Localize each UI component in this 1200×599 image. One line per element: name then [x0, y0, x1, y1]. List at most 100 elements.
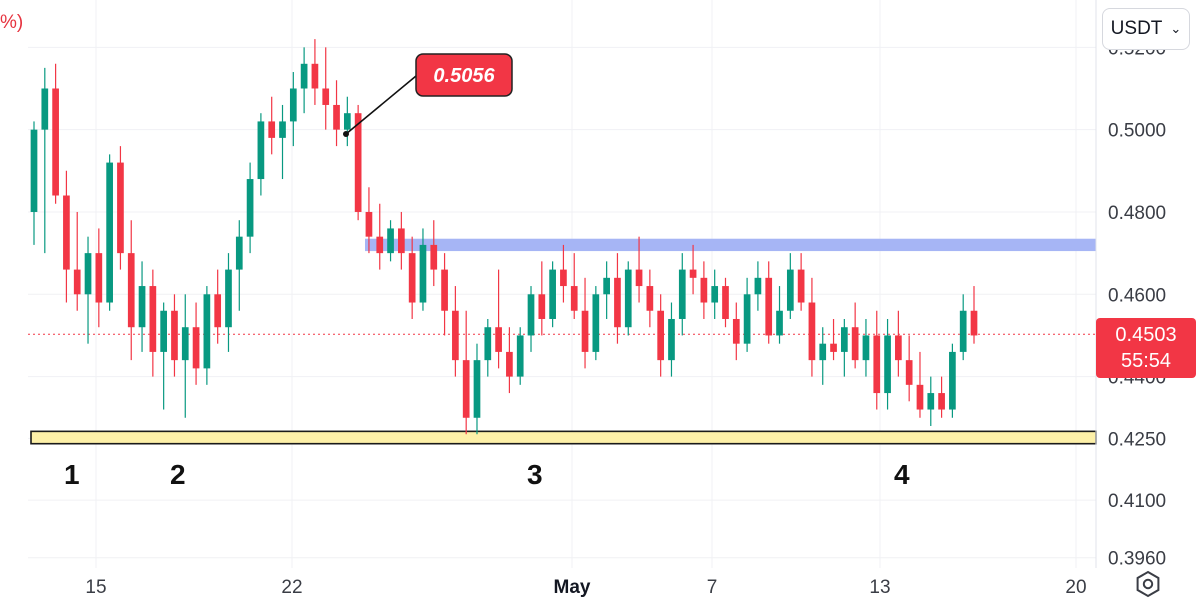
candle: [970, 286, 978, 344]
candle: [462, 310, 470, 435]
candle-body: [235, 236, 243, 270]
candle: [603, 261, 610, 319]
currency-selector[interactable]: USDT ⌄: [1102, 8, 1190, 50]
candle: [938, 376, 945, 418]
candle: [614, 253, 621, 344]
candle-body: [300, 63, 308, 89]
current-price-tag: 0.4503 55:54: [1096, 318, 1196, 378]
candle-body: [171, 310, 178, 361]
candle-body: [927, 393, 935, 410]
candle-body: [354, 113, 362, 212]
price-tick-label: 0.5000: [1108, 121, 1166, 142]
settings-icon[interactable]: [1134, 570, 1162, 598]
time-axis: 15 22 May 7 13 20: [85, 577, 1086, 598]
candle: [430, 220, 438, 287]
candle: [246, 162, 254, 254]
candle: [149, 269, 157, 377]
price-tick-label: 0.4250: [1108, 429, 1166, 450]
candle: [927, 376, 935, 426]
candle: [419, 228, 427, 311]
candle-body: [851, 327, 859, 361]
candle-body: [776, 310, 783, 336]
candle-body: [289, 88, 297, 122]
candle-body: [689, 269, 697, 278]
candle: [873, 310, 881, 410]
price-axis: 0.52000.50000.48000.46000.44000.42500.41…: [1108, 38, 1166, 569]
candle: [765, 261, 773, 344]
candle: [333, 80, 340, 147]
candle: [106, 154, 113, 311]
candle-body: [949, 351, 956, 410]
candle: [343, 96, 351, 147]
candle: [743, 277, 751, 352]
candle: [365, 187, 373, 254]
candle-body: [560, 269, 567, 287]
current-price-label: 0.4503: [1115, 324, 1176, 346]
candle-body: [624, 269, 632, 328]
callout-anchor-dot: [343, 131, 349, 137]
candle: [905, 335, 913, 402]
candle-body: [570, 286, 578, 311]
candle-body: [73, 269, 81, 295]
candle: [840, 318, 848, 377]
candle-body: [376, 236, 384, 254]
candle: [884, 318, 891, 410]
candle: [408, 236, 416, 319]
candle: [830, 318, 837, 361]
candle-body: [149, 286, 157, 352]
candle: [646, 269, 654, 328]
price-callout[interactable]: 0.5056: [343, 53, 513, 137]
candle: [754, 261, 762, 311]
candle-body: [225, 269, 232, 328]
candle: [160, 302, 168, 410]
candle: [689, 244, 697, 295]
marker-1: 1: [64, 459, 80, 490]
candle: [473, 343, 481, 435]
candle-body: [398, 228, 405, 254]
candle: [203, 286, 211, 385]
time-tick-label: 7: [707, 577, 718, 598]
candle-body: [592, 294, 600, 352]
candle: [63, 170, 70, 303]
price-tick-label: 0.4100: [1108, 491, 1166, 512]
candle-body: [657, 310, 665, 361]
candle-body: [441, 269, 448, 311]
candle-timer: 55:54: [1121, 350, 1171, 372]
candle: [322, 47, 330, 130]
candle-body: [527, 294, 535, 336]
candle: [862, 318, 870, 377]
candle-body: [614, 277, 621, 328]
candle-body: [484, 327, 492, 361]
candle: [30, 121, 38, 245]
candle: [895, 310, 902, 377]
markers: 1 2 3 4: [64, 459, 910, 490]
candle: [181, 294, 189, 418]
candle-body: [506, 351, 513, 377]
candle-body: [840, 327, 848, 352]
candle: [624, 261, 632, 336]
chevron-down-icon: ⌄: [1170, 21, 1182, 36]
candle: [73, 211, 81, 311]
marker-2: 2: [170, 459, 186, 490]
candle: [786, 253, 794, 319]
candle-body: [106, 162, 113, 303]
candle: [95, 228, 103, 328]
candle: [127, 220, 135, 361]
candle: [732, 302, 740, 361]
candle: [549, 261, 556, 328]
support-zone: [30, 430, 1097, 445]
candle-body: [408, 253, 416, 303]
candle: [387, 220, 394, 262]
candle-body: [884, 335, 891, 394]
resistance-zone: [365, 238, 1096, 252]
candle-body: [754, 277, 762, 295]
candle: [819, 327, 827, 385]
candle-body: [862, 335, 870, 361]
candle-body: [138, 286, 146, 328]
price-tick-label: 0.3960: [1108, 549, 1166, 570]
candle-body: [786, 269, 794, 311]
candle: [376, 203, 384, 270]
candle: [289, 72, 297, 147]
candle-body: [819, 343, 827, 361]
